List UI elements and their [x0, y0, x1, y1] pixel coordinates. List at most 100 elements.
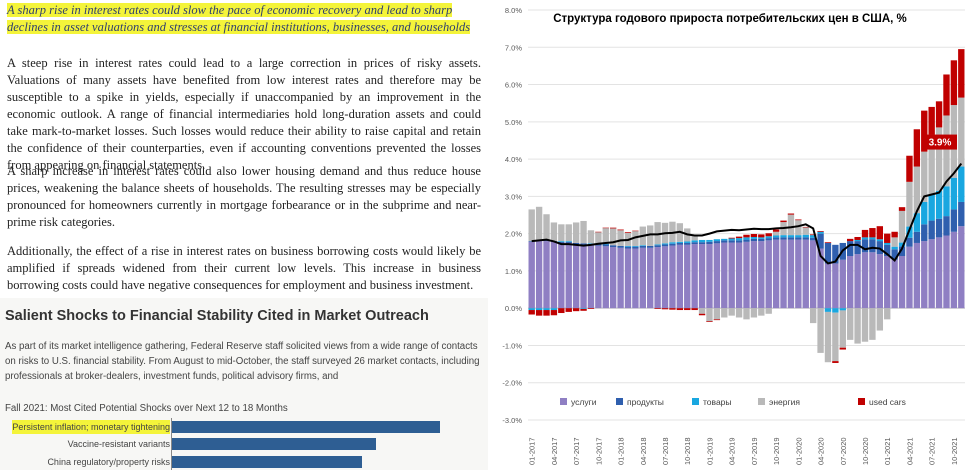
bar-segment — [743, 239, 750, 242]
chart-legend: услуги продукты товары энергия used cars — [560, 397, 906, 407]
highlighted-heading: A sharp rise in interest rates could slo… — [7, 2, 481, 36]
shocks-figure-title: Fall 2021: Most Cited Potential Shocks o… — [5, 403, 288, 414]
bar-segment — [580, 220, 587, 244]
bar-segment — [935, 190, 943, 219]
bar-segment — [639, 245, 646, 248]
bar-segment — [698, 244, 706, 309]
bar-segment — [913, 231, 921, 243]
bar-segment — [898, 207, 906, 211]
bar-segment — [721, 240, 728, 243]
bar-segment — [928, 194, 935, 221]
bar-segment — [832, 361, 839, 363]
bar-segment — [632, 231, 639, 246]
x-tick-label: 07-2021 — [928, 437, 937, 465]
bar-segment — [676, 242, 684, 245]
bar-segment — [743, 237, 750, 240]
bar-segment — [943, 186, 950, 217]
bar-segment — [950, 60, 958, 106]
bar-segment — [684, 244, 691, 309]
bar-segment — [906, 155, 913, 182]
bar-segment — [580, 243, 587, 245]
bar-segment — [735, 238, 743, 241]
y-tick-label: 5.0% — [505, 118, 522, 127]
bar-segment — [669, 243, 676, 246]
line-value-badge — [923, 134, 957, 150]
bar-segment — [735, 236, 743, 239]
bar-segment — [832, 244, 839, 264]
outreach-section: Salient Shocks to Financial Stability Ci… — [0, 298, 488, 470]
bar-segment — [950, 177, 958, 210]
bar-segment — [795, 239, 802, 309]
bar-segment — [713, 308, 721, 320]
bar-segment — [906, 237, 913, 247]
bar-segment — [921, 151, 928, 202]
shock-row: China regulatory/property risks — [0, 455, 488, 469]
bar-segment — [891, 259, 898, 309]
bar-segment — [617, 230, 624, 246]
bar-segment — [847, 256, 854, 309]
y-tick-label: 1.0% — [505, 267, 522, 276]
x-tick-label: 04-2019 — [728, 437, 737, 465]
bar-segment — [824, 242, 832, 243]
bar-segment — [721, 238, 728, 241]
bar-segment — [528, 209, 535, 242]
stacked-bars — [528, 49, 965, 363]
bar-segment — [772, 229, 780, 232]
x-tick-label: 10-2018 — [683, 437, 692, 465]
bar-segment — [750, 234, 758, 237]
bar-segment — [565, 241, 572, 242]
paragraph-housing: A sharp increase in interest rates could… — [7, 164, 481, 229]
bar-segment — [728, 308, 735, 316]
bar-segment — [661, 244, 669, 247]
bar-segment — [617, 229, 624, 231]
bar-segment — [943, 115, 950, 187]
bar-segment — [817, 308, 824, 353]
bar-segment — [558, 308, 565, 314]
bar-segment — [609, 227, 617, 229]
bar-segment — [602, 243, 609, 245]
bar-segment — [950, 209, 958, 232]
bar-segment — [861, 237, 869, 240]
bar-segment — [935, 237, 943, 309]
bar-segment — [809, 237, 817, 241]
bar-segment — [884, 244, 891, 256]
bar-segment — [898, 210, 906, 243]
bar-segment — [869, 308, 876, 340]
bar-segment — [535, 308, 543, 311]
bar-segment — [580, 308, 587, 311]
bar-segment — [691, 242, 698, 245]
bar-segment — [587, 230, 595, 244]
bar-segment — [758, 237, 765, 239]
bar-segment — [802, 239, 809, 309]
x-tick-label: 07-2019 — [750, 437, 759, 465]
cpi-chart-panel: -3.0% -2.0% -1.0% 0.0% 1.0% 2.0% 3.0% 4.0% 5.0% 6… — [488, 0, 973, 470]
bar-segment — [632, 248, 639, 309]
y-tick-label: 0.0% — [505, 304, 522, 313]
bar-segment — [958, 226, 965, 309]
y-tick-label: 2.0% — [505, 230, 522, 239]
bar-segment — [765, 308, 772, 314]
bar-segment — [876, 254, 884, 309]
bar-segment — [572, 222, 580, 243]
bar-segment — [869, 228, 876, 238]
outreach-title: Salient Shocks to Financial Stability Ci… — [5, 308, 429, 324]
bar-segment — [587, 243, 595, 245]
bar-segment — [713, 243, 721, 309]
bar-segment — [787, 213, 795, 215]
bar-segment — [543, 214, 550, 241]
bar-segment — [595, 231, 602, 233]
bar-segment — [891, 249, 898, 260]
bar-segment — [595, 245, 602, 309]
bar-segment — [609, 247, 617, 309]
x-tick-label: 07-2017 — [572, 437, 581, 465]
bar-segment — [854, 241, 861, 255]
bar-segment — [721, 242, 728, 309]
bar-segment — [861, 239, 869, 253]
y-tick-label: 6.0% — [505, 81, 522, 90]
x-tick-label: 01-2020 — [794, 437, 803, 465]
bar-segment — [921, 224, 928, 242]
x-tick-label: 01-2021 — [883, 437, 892, 465]
bar-segment — [906, 181, 913, 227]
bar-segment — [750, 241, 758, 309]
bar-segment — [832, 263, 839, 309]
